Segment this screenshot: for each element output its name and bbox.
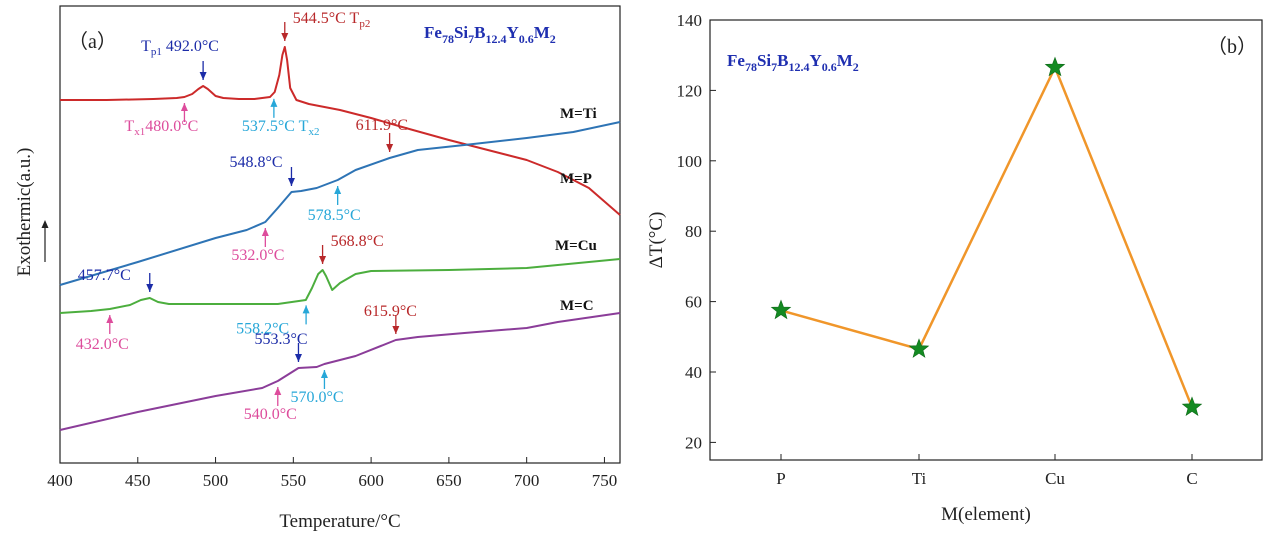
panel-a-frame	[59, 5, 621, 464]
curve-label: M=C	[560, 298, 594, 314]
annotation-label: 611.9°C	[356, 117, 408, 134]
x-tick-label: C	[1186, 469, 1197, 488]
y-tick-label: 80	[685, 222, 702, 241]
annotation-arrowhead	[199, 72, 207, 80]
panel-b-ylabel: ΔT(°C)	[646, 212, 667, 269]
y-tick-label: 120	[677, 81, 703, 100]
annotation-label: 558.2°C	[236, 320, 289, 337]
annotation-arrowhead	[146, 284, 154, 292]
data-point-star	[908, 338, 930, 358]
annotation-arrowhead	[334, 186, 342, 194]
panel-b-xlabel: M(element)	[941, 504, 1031, 525]
annotation-arrowhead	[287, 178, 295, 186]
panel-b-plot	[770, 56, 1203, 416]
x-tick-label: Ti	[912, 469, 927, 488]
annotation-label: 532.0°C	[231, 247, 284, 264]
annotation-arrowhead	[180, 103, 188, 111]
curve-label: M=Ti	[560, 106, 597, 122]
panel-a-chart: （a） Fe78Si7B12.4Y0.6M2 Exothermic(a.u.) …	[14, 5, 621, 532]
annotation-arrowhead	[386, 144, 394, 152]
annotation-label: 578.5°C	[308, 207, 361, 224]
panel-a-x-ticks: 400 450 500 550 600 650 700 750	[47, 457, 617, 490]
y-tick-label: 140	[677, 11, 703, 30]
panel-a-curves	[59, 46, 621, 431]
x-tick-label: 400	[47, 471, 73, 490]
annotation-arrowhead	[320, 370, 328, 378]
annotation-arrowhead	[270, 98, 278, 107]
panel-b-x-ticks: P Ti Cu C	[776, 454, 1198, 488]
panel-b-y-ticks: 20 40 60 80 100 120 140	[677, 11, 716, 452]
annotation-arrowhead	[106, 315, 114, 323]
annotation-label: 548.8°C	[229, 154, 282, 171]
annotation-arrowhead	[274, 387, 282, 395]
x-tick-label: 550	[281, 471, 307, 490]
annotation-arrowhead	[281, 33, 289, 41]
curve-label: M=P	[560, 171, 592, 187]
annotation-label: 615.9°C	[364, 303, 417, 320]
curve-m-cu	[59, 258, 621, 314]
y-tick-label: 100	[677, 152, 703, 171]
x-tick-label: P	[776, 469, 785, 488]
x-tick-label: 500	[203, 471, 229, 490]
y-tick-label: 60	[685, 293, 702, 312]
annotation-arrowhead	[392, 326, 400, 334]
annotation-label: 570.0°C	[290, 389, 343, 406]
annotation-arrowhead	[261, 228, 269, 236]
panel-b-formula: Fe78Si7B12.4Y0.6M2	[727, 51, 859, 74]
panel-a-curve-labels: M=Ti M=P M=Cu M=C	[555, 106, 597, 314]
data-point-star	[770, 299, 792, 320]
annotation-label: Tx1480.0°C	[124, 118, 198, 138]
curve-m-p	[59, 121, 621, 286]
x-tick-label: 750	[592, 471, 618, 490]
annotation-arrowhead	[294, 354, 302, 362]
annotation-label: 457.7°C	[78, 267, 131, 284]
x-tick-label: 650	[436, 471, 462, 490]
annotation-label: 553.3°C	[254, 331, 307, 348]
y-tick-label: 20	[685, 433, 702, 452]
curve-m-ti	[60, 46, 621, 216]
panel-a-ylabel-arrow	[41, 220, 49, 262]
panel-a-xlabel: Temperature/°C	[279, 511, 400, 532]
panel-a-formula: Fe78Si7B12.4Y0.6M2	[424, 23, 556, 46]
curve-m-c	[59, 312, 621, 431]
curve-label: M=Cu	[555, 238, 597, 254]
x-tick-label: 700	[514, 471, 540, 490]
annotation-label: Tp1 492.0°C	[141, 38, 219, 58]
x-tick-label: 600	[358, 471, 384, 490]
panel-b-chart: （b） Fe78Si7B12.4Y0.6M2 ΔT(°C) M(element)…	[646, 11, 1263, 525]
data-point-star	[1181, 396, 1203, 416]
delta-t-line	[780, 64, 1194, 408]
panel-b-label: （b）	[1207, 35, 1257, 58]
annotation-label: 540.0°C	[244, 406, 297, 423]
panel-a-label: （a）	[68, 30, 117, 53]
annotation-label: 537.5°C Tx2	[242, 118, 320, 138]
annotation-arrowhead	[319, 256, 327, 264]
data-point-star	[1044, 56, 1066, 77]
annotation-label: 568.8°C	[331, 233, 384, 250]
panel-b-frame	[709, 19, 1263, 461]
panel-a-ylabel: Exothermic(a.u.)	[14, 148, 35, 277]
panel-a-annotations: Tp1 492.0°C 544.5°C Tp2 Tx1480.0°C 537.5°C …	[76, 10, 417, 423]
annotation-arrowhead	[302, 305, 310, 314]
y-tick-label: 40	[685, 363, 702, 382]
x-tick-label: 450	[125, 471, 151, 490]
x-tick-label: Cu	[1045, 469, 1065, 488]
annotation-label: 544.5°C Tp2	[293, 10, 371, 30]
annotation-label: 432.0°C	[76, 336, 129, 353]
